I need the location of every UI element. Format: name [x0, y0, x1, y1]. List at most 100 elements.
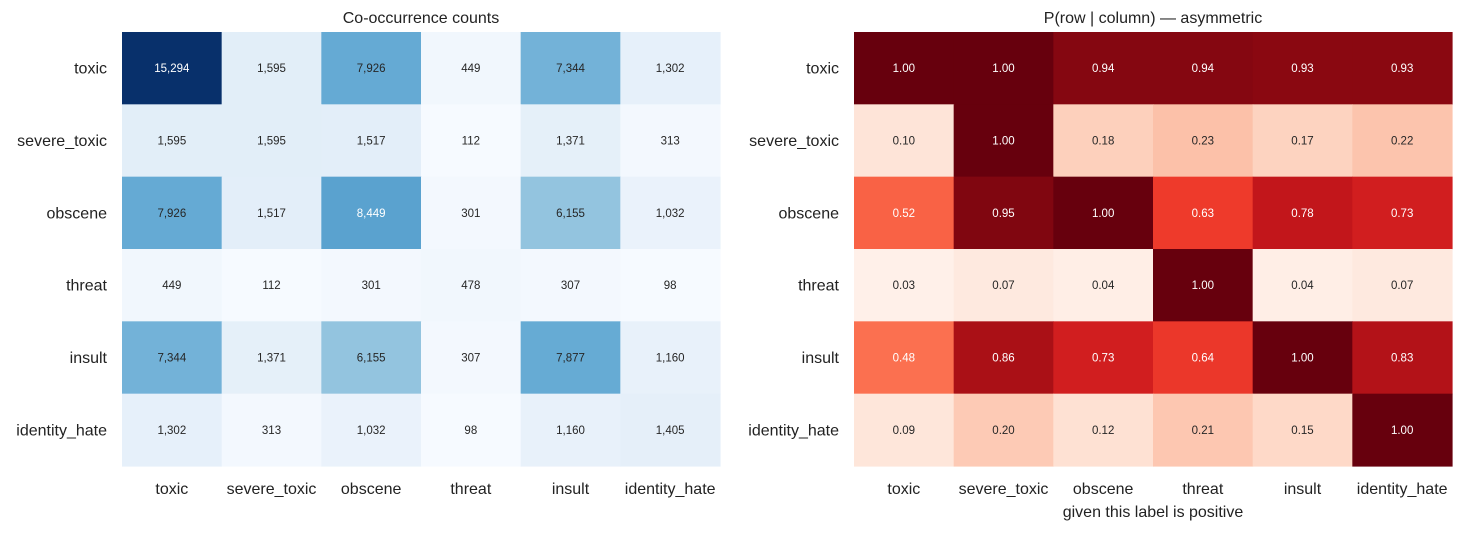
- column-tick-label: identity_hate: [1357, 481, 1448, 498]
- heatmap-cell: [1153, 321, 1254, 395]
- heatmap-cell: [1352, 321, 1453, 395]
- cell-value-label: 1,371: [257, 353, 286, 365]
- cell-value-label: 7,344: [157, 353, 186, 365]
- heatmap-cell: [620, 104, 721, 178]
- cell-value-label: 313: [262, 425, 281, 437]
- heatmap-cell: [1352, 249, 1453, 322]
- heatmap-cell: [1252, 321, 1353, 395]
- cell-value-label: 1,032: [656, 208, 685, 220]
- heatmap-cell: [854, 321, 955, 395]
- heatmap-cell: [1352, 32, 1453, 105]
- cell-value-label: 15,294: [154, 63, 190, 75]
- cell-value-label: 0.20: [992, 425, 1014, 437]
- cell-value-label: 0.23: [1192, 136, 1214, 148]
- heatmap-cell: [1352, 176, 1453, 250]
- conditional-probability-heatmap: P(row | column) — asymmetric 1.00 1.00 0.9…: [748, 10, 1453, 521]
- heatmap-cell: [1153, 393, 1254, 467]
- cell-value-label: 301: [362, 280, 381, 292]
- row-tick-label: obscene: [779, 205, 840, 222]
- cell-value-label: 0.15: [1291, 425, 1313, 437]
- cell-value-label: 6,155: [556, 208, 585, 220]
- cell-value-label: 1,405: [656, 425, 685, 437]
- cell-value-label: 7,926: [157, 208, 186, 220]
- cell-value-label: 0.93: [1291, 63, 1313, 75]
- heatmap-cell: [953, 32, 1054, 105]
- cell-value-label: 1.00: [1291, 353, 1313, 365]
- column-labels: toxic severe_toxic obscene threat insult iden…: [155, 481, 715, 498]
- heatmap-cells: 1.00 1.00 0.94 0.94 0.93 0.93 0.10 1.00 0.18 0.23…: [854, 32, 1453, 467]
- heatmap-cell: [953, 393, 1054, 467]
- column-tick-label: identity_hate: [625, 481, 716, 498]
- heatmap-cell: [1153, 249, 1254, 322]
- column-labels: toxic severe_toxic obscene threat insult iden…: [887, 481, 1447, 498]
- column-tick-label: threat: [1182, 481, 1223, 498]
- heatmap-cell: [321, 393, 422, 467]
- cell-value-label: 0.86: [992, 353, 1014, 365]
- column-tick-label: obscene: [341, 481, 402, 498]
- cell-value-label: 1,302: [157, 425, 186, 437]
- column-tick-label: severe_toxic: [227, 481, 317, 498]
- cell-value-label: 0.07: [992, 280, 1014, 292]
- column-tick-label: insult: [1284, 481, 1322, 498]
- column-tick-label: toxic: [887, 481, 920, 498]
- cell-value-label: 7,926: [357, 63, 386, 75]
- heatmap-cell: [321, 321, 422, 395]
- cell-value-label: 0.12: [1092, 425, 1114, 437]
- heatmap-cell: [421, 249, 522, 322]
- heatmap-cell: [321, 176, 422, 250]
- heatmap-cell: [1352, 393, 1453, 467]
- column-tick-label: insult: [552, 481, 590, 498]
- row-tick-label: toxic: [74, 61, 107, 78]
- heatmap-cell: [620, 249, 721, 322]
- heatmap-cell: [1053, 32, 1154, 105]
- cell-value-label: 1,595: [257, 63, 286, 75]
- cell-value-label: 0.93: [1391, 63, 1413, 75]
- row-tick-label: obscene: [47, 205, 108, 222]
- row-tick-label: threat: [798, 278, 839, 295]
- cell-value-label: 301: [461, 208, 480, 220]
- cell-value-label: 0.63: [1192, 208, 1214, 220]
- cell-value-label: 0.18: [1092, 136, 1114, 148]
- cell-value-label: 1,302: [656, 63, 685, 75]
- cell-value-label: 0.22: [1391, 136, 1413, 148]
- cell-value-label: 0.09: [893, 425, 915, 437]
- cell-value-label: 98: [664, 280, 677, 292]
- cell-value-label: 0.07: [1391, 280, 1413, 292]
- row-tick-label: threat: [66, 278, 107, 295]
- heatmap-cell: [953, 249, 1054, 322]
- row-tick-label: severe_toxic: [749, 133, 839, 150]
- heatmap-cell: [1352, 104, 1453, 178]
- heatmap-cell: [520, 104, 621, 178]
- cooccurrence-heatmap: Co-occurrence counts 15,294 1,595 7,926 449…: [16, 10, 721, 498]
- cell-value-label: 1,160: [556, 425, 585, 437]
- cell-value-label: 0.21: [1192, 425, 1214, 437]
- heatmap-cell: [122, 32, 223, 105]
- cell-value-label: 0.48: [893, 353, 915, 365]
- heatmap-cell: [620, 393, 721, 467]
- heatmap-cell: [221, 176, 322, 250]
- heatmap-cell: [321, 249, 422, 322]
- heatmap-cell: [620, 176, 721, 250]
- cell-value-label: 0.52: [893, 208, 915, 220]
- row-tick-label: insult: [70, 350, 108, 367]
- heatmap-cell: [620, 32, 721, 105]
- heatmap-cell: [520, 393, 621, 467]
- heatmap-cell: [520, 249, 621, 322]
- heatmap-cell: [1153, 176, 1254, 250]
- column-tick-label: severe_toxic: [959, 481, 1049, 498]
- cell-value-label: 313: [661, 136, 680, 148]
- cell-value-label: 1.00: [893, 63, 915, 75]
- heatmap-cell: [221, 393, 322, 467]
- heatmap-cell: [1252, 104, 1353, 178]
- cell-value-label: 449: [461, 63, 480, 75]
- cell-value-label: 1,595: [157, 136, 186, 148]
- heatmap-cell: [1252, 32, 1353, 105]
- row-tick-label: identity_hate: [748, 422, 839, 439]
- cell-value-label: 1,032: [357, 425, 386, 437]
- cell-value-label: 6,155: [357, 353, 386, 365]
- heatmap-cell: [1252, 176, 1353, 250]
- cell-value-label: 0.94: [1192, 63, 1215, 75]
- cell-value-label: 112: [262, 280, 280, 292]
- row-tick-label: toxic: [806, 61, 839, 78]
- heatmap-cell: [421, 321, 522, 395]
